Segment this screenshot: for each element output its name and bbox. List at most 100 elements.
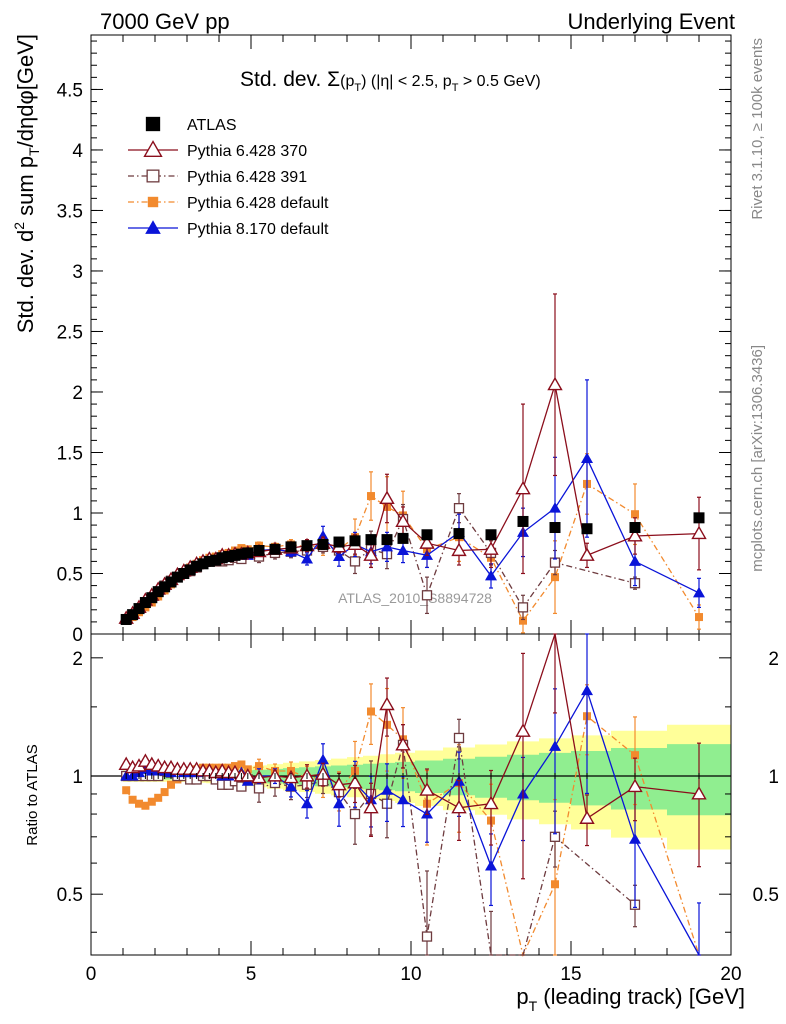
main-point: [242, 547, 254, 559]
ratio-point: [141, 801, 150, 810]
main-point: [301, 552, 313, 564]
main-point: [631, 510, 639, 519]
main-point: [146, 592, 158, 604]
main-point: [253, 545, 265, 557]
main-point: [453, 528, 465, 540]
ratio-point: [367, 707, 375, 716]
main-point: [483, 541, 499, 555]
main-ytick-label: 0.5: [57, 564, 83, 585]
ratio-point: [147, 797, 156, 806]
ratio-point: [483, 795, 499, 810]
main-point: [285, 541, 297, 553]
main-point: [152, 586, 164, 598]
ratio-point: [331, 776, 347, 791]
main-point: [485, 569, 497, 581]
ratio-xtick-label: 20: [720, 964, 741, 985]
analysis-watermark: ATLAS_2010_S8894728: [338, 590, 492, 606]
ratio-xtick-label: 10: [400, 964, 421, 985]
ratio-point: [579, 810, 595, 824]
main-point: [629, 522, 641, 534]
ratio-point: [419, 782, 435, 796]
ratio-point: [421, 931, 433, 942]
ratio-xtick-label: 15: [560, 964, 581, 985]
ratio-xlabel: pT (leading track) [GeV]: [516, 984, 745, 1014]
main-point: [203, 555, 215, 567]
legend-label: Pythia 6.428 370: [187, 143, 307, 160]
legend-label: Pythia 8.170 default: [187, 221, 329, 238]
ratio-ytick-label-right: 0.5: [753, 885, 779, 906]
main-point: [184, 564, 196, 576]
main-point: [693, 586, 705, 598]
ratio-point: [255, 762, 263, 771]
main-point: [515, 480, 531, 495]
ratio-point: [631, 751, 639, 760]
main-point: [397, 544, 409, 556]
main-point: [367, 492, 375, 501]
legend-marker: [145, 220, 161, 234]
ratio-point: [363, 799, 379, 814]
main-point: [517, 602, 529, 613]
legend-marker: [147, 196, 159, 208]
main-point: [695, 613, 703, 622]
ratio-point: [237, 760, 246, 769]
main-point: [165, 576, 177, 588]
main-point: [395, 513, 411, 528]
ratio-point: [451, 799, 467, 814]
main-ytick-label: 3.5: [57, 201, 83, 222]
main-point: [547, 376, 563, 391]
ratio-ytick-label: 2: [72, 649, 83, 670]
rivet-label: Rivet 3.1.10, ≥ 100k events: [749, 38, 766, 220]
main-point: [581, 523, 593, 535]
main-ytick-label: 0: [72, 625, 83, 646]
legend-marker: [146, 169, 160, 183]
main-point: [171, 571, 183, 583]
main-point: [139, 597, 151, 609]
ratio-point: [349, 808, 361, 820]
main-series-line: [125, 384, 700, 619]
ratio-point: [122, 786, 131, 795]
ratio-point: [515, 723, 531, 737]
ratio-point: [627, 778, 643, 793]
ratio-point: [581, 684, 593, 696]
ratio-xtick-label: 0: [86, 964, 97, 985]
ratio-ytick-label: 1: [72, 767, 83, 788]
ratio-point: [154, 793, 163, 802]
ratio-point: [285, 780, 297, 792]
main-point: [349, 556, 361, 567]
main-point: [453, 502, 465, 514]
ratio-point: [317, 753, 329, 765]
main-ytick-label: 4.5: [57, 80, 83, 101]
main-point: [210, 554, 222, 566]
ratio-point: [381, 784, 393, 795]
ratio-point: [333, 797, 345, 809]
main-point: [365, 534, 377, 546]
ratio-point: [253, 783, 265, 794]
main-ytick-label: 1: [72, 504, 83, 525]
main-point: [379, 490, 395, 505]
main-point: [627, 528, 643, 542]
ratio-point: [236, 781, 247, 792]
main-point: [517, 515, 529, 527]
ratio-point: [128, 795, 137, 804]
main-point: [419, 535, 435, 549]
legend-label: Pythia 6.428 391: [187, 169, 307, 186]
main-point: [120, 613, 132, 625]
ratio-ytick-label: 0.5: [57, 885, 83, 906]
ratio-point: [167, 780, 175, 789]
ratio-point: [397, 793, 409, 805]
ratio-point: [135, 799, 143, 808]
main-point: [317, 529, 329, 541]
main-point: [397, 532, 409, 544]
ratio-ytick-label-right: 1: [768, 767, 779, 788]
header-left: 7000 GeV pp: [100, 9, 230, 34]
ratio-point: [379, 696, 395, 711]
ratio-point: [453, 732, 465, 744]
main-point: [333, 550, 345, 562]
legend-label: Pythia 6.428 default: [187, 195, 329, 212]
main-point: [133, 603, 145, 615]
legend-label: ATLAS: [187, 117, 237, 134]
main-point: [421, 590, 433, 601]
ratio-ytick-label-right: 2: [768, 649, 779, 670]
main-point: [485, 529, 497, 541]
